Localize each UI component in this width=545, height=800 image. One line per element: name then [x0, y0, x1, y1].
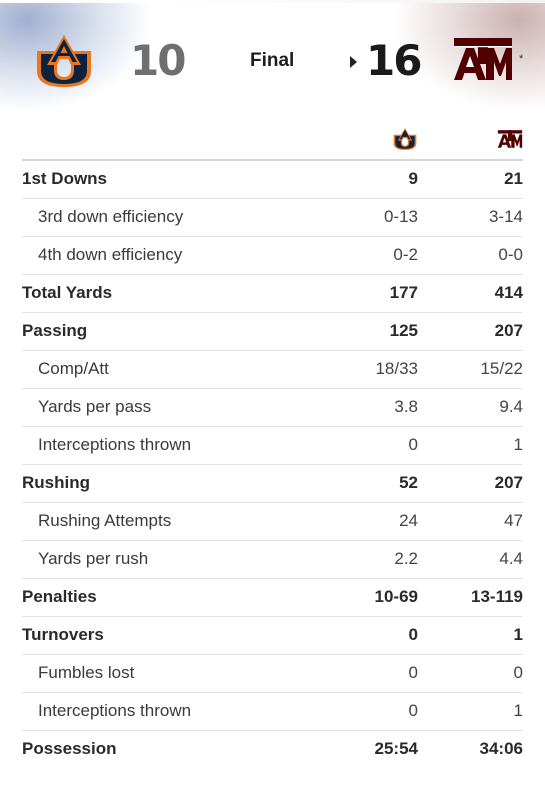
stat-row: Possession 25:54 34:06	[22, 730, 523, 768]
away-stat-value: 25:54	[374, 739, 418, 759]
away-stat-value: 52	[328, 464, 418, 503]
home-stat-value: 13-119	[418, 578, 523, 617]
stat-label: 1st Downs	[22, 160, 328, 199]
stat-row: Passing 125 207	[22, 312, 523, 351]
away-stat-value: 18/33	[328, 350, 418, 389]
header-spacer	[22, 118, 328, 161]
stat-row: Comp/Att 18/33 15/22	[22, 350, 523, 389]
away-stat-value: 0	[328, 426, 418, 465]
home-stat-value: 47	[418, 502, 523, 541]
texas-am-mini-logo-icon	[497, 129, 523, 148]
stat-row: Yards per rush 2.2 4.4	[22, 540, 523, 579]
away-stat-value: 0	[328, 654, 418, 693]
auburn-mini-logo-icon	[393, 127, 417, 150]
stat-label: Turnovers	[22, 616, 328, 655]
game-status: Final	[250, 50, 295, 71]
stat-label: Possession	[22, 739, 117, 759]
stat-label: Penalties	[22, 578, 328, 617]
home-stat-value: 1	[418, 616, 523, 655]
stat-label: Fumbles lost	[22, 654, 328, 693]
away-stat-value: 24	[328, 502, 418, 541]
home-stat-value: 34:06	[479, 739, 523, 759]
ranked-marker: *	[519, 53, 524, 65]
home-stat-value: 15/22	[418, 350, 523, 389]
home-column-header	[418, 118, 523, 161]
home-stat-value: 21	[418, 160, 523, 199]
away-stat-value: 9	[328, 160, 418, 199]
stat-label: Interceptions thrown	[22, 426, 328, 465]
home-stat-value: 414	[418, 274, 523, 313]
stat-label: Comp/Att	[22, 350, 328, 389]
stat-row: Penalties 10-69 13-119	[22, 578, 523, 617]
away-stat-value: 10-69	[328, 578, 418, 617]
away-stat-value: 0	[328, 692, 418, 731]
home-stat-value: 9.4	[418, 388, 523, 427]
stat-label: 3rd down efficiency	[22, 198, 328, 237]
stat-row: 3rd down efficiency 0-13 3-14	[22, 198, 523, 237]
winner-arrow-icon	[350, 56, 357, 68]
stat-row: Rushing 52 207	[22, 464, 523, 503]
stat-row: Fumbles lost 0 0	[22, 654, 523, 693]
stat-row: Total Yards 177 414	[22, 274, 523, 313]
home-stat-value: 0-0	[418, 236, 523, 275]
away-stat-value: 177	[328, 274, 418, 313]
stat-row: Interceptions thrown 0 1	[22, 426, 523, 465]
away-stat-value: 3.8	[328, 388, 418, 427]
stat-row: Interceptions thrown 0 1	[22, 692, 523, 731]
header-top-edge	[0, 0, 545, 3]
home-team-score: 16	[366, 36, 422, 85]
home-stat-value: 207	[418, 464, 523, 503]
home-stat-value: 1	[418, 426, 523, 465]
away-team-score: 10	[130, 36, 186, 85]
home-stat-value: 0	[418, 654, 523, 693]
away-stat-value: 125	[328, 312, 418, 351]
stat-label: Rushing Attempts	[22, 502, 328, 541]
table-header-row	[22, 118, 523, 161]
auburn-logo-icon[interactable]	[33, 35, 95, 87]
stat-row: Yards per pass 3.8 9.4	[22, 388, 523, 427]
stat-row: Rushing Attempts 24 47	[22, 502, 523, 541]
stat-row: 4th down efficiency 0-2 0-0	[22, 236, 523, 275]
stat-label: Passing	[22, 312, 328, 351]
stat-label: Rushing	[22, 464, 328, 503]
home-stat-value: 3-14	[418, 198, 523, 237]
away-column-header	[328, 118, 418, 161]
stat-label: Yards per pass	[22, 388, 328, 427]
stat-label: Total Yards	[22, 274, 328, 313]
away-stat-value: 0-13	[328, 198, 418, 237]
texas-am-logo-icon[interactable]	[452, 36, 514, 82]
home-stat-value: 1	[418, 692, 523, 731]
scoreboard-header: 10 Final 16 *	[0, 0, 545, 118]
away-stat-value: 2.2	[328, 540, 418, 579]
stat-row: Turnovers 0 1	[22, 616, 523, 655]
home-stat-value: 4.4	[418, 540, 523, 579]
home-stat-value: 207	[418, 312, 523, 351]
stat-label: Interceptions thrown	[22, 692, 328, 731]
stat-label: Yards per rush	[22, 540, 328, 579]
team-stats-table: 1st Downs 9 21 3rd down efficiency 0-13 3-14 4…	[22, 118, 523, 768]
away-stat-value: 0	[328, 616, 418, 655]
away-stat-value: 0-2	[328, 236, 418, 275]
team-stats-card: 1st Downs 9 21 3rd down efficiency 0-13 3-14 4…	[0, 118, 545, 800]
stat-row: 1st Downs 9 21	[22, 160, 523, 199]
stat-label: 4th down efficiency	[22, 236, 328, 275]
